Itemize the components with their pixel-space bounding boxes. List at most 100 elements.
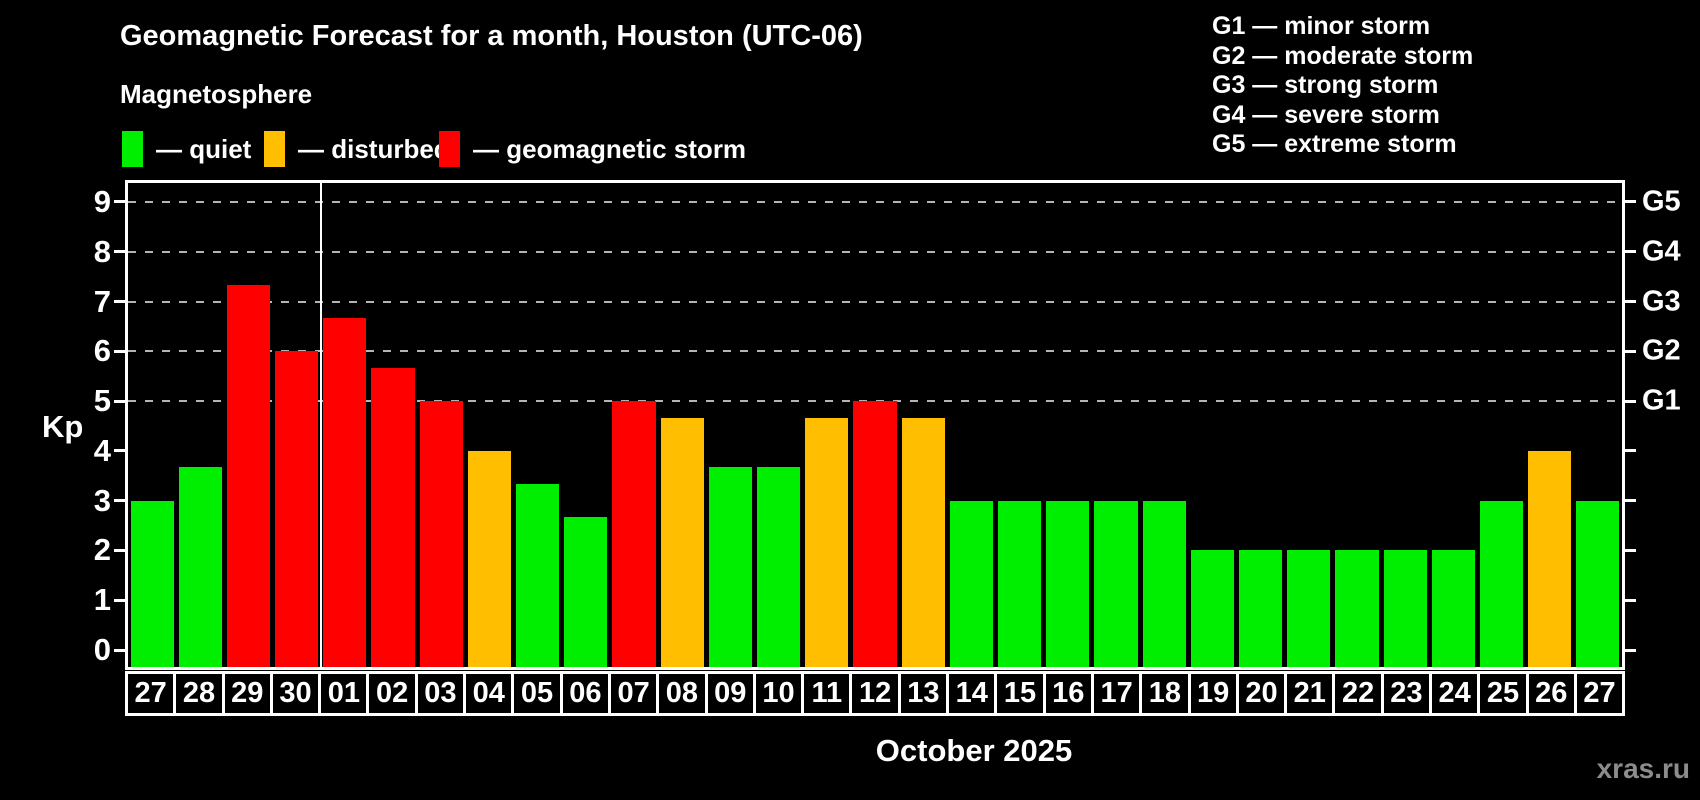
date-cell: 30 — [269, 671, 322, 716]
kp-bar — [1142, 500, 1186, 667]
date-cell: 24 — [1429, 671, 1481, 716]
y-axis-label-8: 8 — [93, 233, 111, 269]
y-axis-tick-right — [1625, 399, 1636, 403]
y-axis-tick-left — [114, 648, 125, 652]
kp-bar — [901, 417, 945, 667]
y-axis-tick-left — [114, 499, 125, 503]
x-axis-date-row: 27 28 29 30 01 02 03 04 05 06 07 08 09 10 11 12 13 14 15 16… — [125, 671, 1626, 716]
y-axis-tick-left — [114, 598, 125, 602]
y-axis-label-3: 3 — [93, 482, 111, 518]
date-cell: 16 — [1042, 671, 1094, 716]
y-axis-tick-right — [1625, 499, 1636, 503]
kp-bar — [1335, 550, 1379, 667]
y-axis-label-5: 5 — [93, 383, 111, 419]
date-cell: 01 — [318, 671, 370, 716]
kp-bar — [419, 401, 463, 667]
g-scale-legend: G1 — minor storm G2 — moderate storm G3 … — [1212, 12, 1473, 160]
legend-item-disturbed: — disturbed — [264, 130, 450, 168]
g-legend-line-g2: G2 — moderate storm — [1212, 41, 1474, 70]
gridline-kp-8 — [128, 250, 1622, 253]
date-cell: 18 — [1139, 671, 1191, 716]
date-cell: 17 — [1090, 671, 1143, 716]
kp-bar — [1383, 550, 1427, 667]
legend-label-disturbed: — disturbed — [298, 133, 450, 164]
y-axis-tick-right — [1625, 598, 1636, 602]
right-axis-label-g4: G4 — [1642, 235, 1681, 268]
kp-bar — [660, 417, 704, 667]
g-legend-line-g1: G1 — minor storm — [1212, 12, 1431, 40]
y-axis-tick-right — [1625, 548, 1636, 552]
legend-label-storm: — geomagnetic storm — [473, 133, 747, 164]
date-cell: 28 — [173, 671, 225, 716]
date-cell: 19 — [1187, 671, 1239, 716]
date-cell: 06 — [559, 671, 611, 716]
date-cell: 21 — [1284, 671, 1336, 716]
y-axis-tick-left — [114, 548, 125, 552]
y-axis-tick-left — [114, 399, 125, 403]
right-axis-label-g1: G1 — [1642, 384, 1681, 417]
y-axis-label-7: 7 — [93, 283, 111, 319]
disturbed-color-swatch — [264, 131, 285, 167]
y-axis-label-9: 9 — [93, 183, 111, 219]
y-axis-tick-left — [114, 349, 125, 353]
y-axis-tick-right — [1625, 648, 1636, 652]
y-axis-label-1: 1 — [93, 582, 111, 618]
kp-bar — [805, 417, 849, 667]
y-axis-label-4: 4 — [93, 432, 111, 468]
date-cell: 10 — [752, 671, 805, 716]
quiet-color-swatch — [122, 131, 143, 167]
date-cell: 08 — [656, 671, 708, 716]
kp-bar — [708, 467, 752, 667]
y-axis-title: Kp — [42, 409, 84, 444]
gridline-kp-9 — [128, 200, 1622, 203]
kp-bar — [1190, 550, 1234, 667]
kp-bar — [1094, 500, 1138, 667]
date-cell: 27 — [1573, 671, 1626, 716]
date-cell: 02 — [366, 671, 418, 716]
kp-bar — [1046, 500, 1090, 667]
kp-bar — [1576, 500, 1620, 667]
plot-area: 0 1 2 3 4 5 6 7 8 9 G1 G2 G3 G4 G5 — [94, 180, 1681, 670]
date-cell: 15 — [994, 671, 1046, 716]
date-cell: 20 — [1235, 671, 1288, 716]
y-axis-label-6: 6 — [93, 333, 111, 369]
gridline-kp-7 — [128, 300, 1622, 303]
date-cell: 25 — [1477, 671, 1529, 716]
kp-bar — [516, 484, 560, 667]
kp-bar — [1479, 500, 1524, 667]
date-cell: 03 — [414, 671, 467, 716]
date-cell: 14 — [946, 671, 998, 716]
storm-color-swatch — [439, 131, 460, 167]
date-cell: 11 — [801, 671, 853, 716]
kp-bar — [853, 401, 897, 667]
kp-bar — [612, 401, 656, 667]
legend-label-quiet: — quiet — [156, 133, 252, 164]
y-axis-tick-right — [1625, 200, 1636, 204]
date-cell: 27 — [125, 671, 177, 716]
kp-bar — [997, 500, 1042, 667]
y-axis-tick-right — [1625, 349, 1636, 353]
right-axis-label-g3: G3 — [1642, 285, 1681, 317]
date-cell: 26 — [1525, 671, 1577, 716]
y-axis-tick-right — [1625, 449, 1636, 453]
legend-item-storm: — geomagnetic storm — [439, 130, 746, 168]
y-axis-tick-right — [1625, 300, 1636, 303]
chart-subtitle: Magnetosphere — [120, 79, 313, 109]
kp-bar — [323, 317, 367, 667]
kp-bar — [1431, 550, 1475, 667]
kp-bar — [275, 351, 319, 667]
date-cell: 13 — [897, 671, 950, 716]
kp-bar — [178, 467, 222, 667]
date-cell: 07 — [607, 671, 660, 716]
kp-bar — [949, 500, 993, 667]
y-axis-tick-left — [114, 250, 125, 254]
kp-bar — [1528, 450, 1572, 667]
gridline-kp-5 — [128, 400, 1622, 403]
y-axis-label-2: 2 — [93, 532, 111, 568]
date-cell: 09 — [704, 671, 756, 716]
date-cell: 12 — [849, 671, 901, 716]
kp-bar — [1287, 550, 1331, 667]
g-legend-line-g4: G4 — severe storm — [1212, 100, 1440, 129]
kp-bar — [757, 467, 801, 667]
